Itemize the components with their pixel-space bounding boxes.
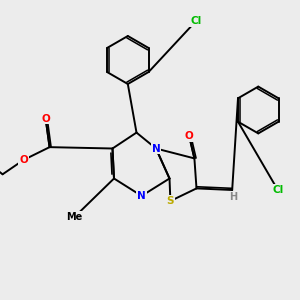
Text: S: S bbox=[167, 196, 174, 206]
Text: Me: Me bbox=[66, 212, 82, 222]
Text: H: H bbox=[229, 193, 237, 202]
Text: Cl: Cl bbox=[272, 185, 284, 195]
Text: O: O bbox=[41, 114, 50, 124]
Text: O: O bbox=[185, 131, 194, 141]
Text: O: O bbox=[19, 155, 28, 165]
Text: N: N bbox=[152, 143, 160, 154]
Text: Cl: Cl bbox=[190, 16, 201, 26]
Text: N: N bbox=[137, 191, 146, 201]
